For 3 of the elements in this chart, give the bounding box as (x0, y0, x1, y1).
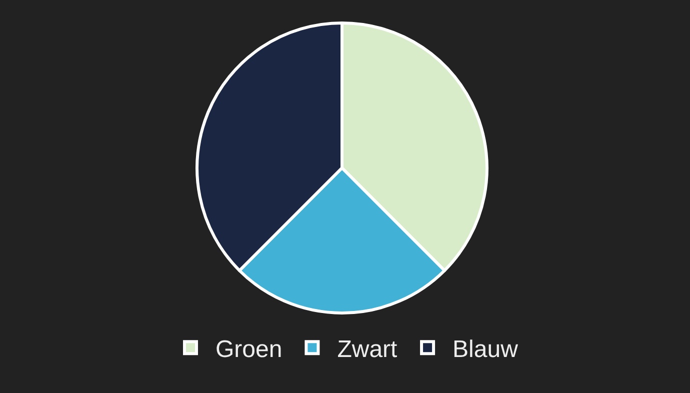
legend-label: Blauw (452, 336, 519, 363)
legend-label: Groen (216, 336, 282, 363)
legend-label: Zwart (337, 336, 398, 363)
